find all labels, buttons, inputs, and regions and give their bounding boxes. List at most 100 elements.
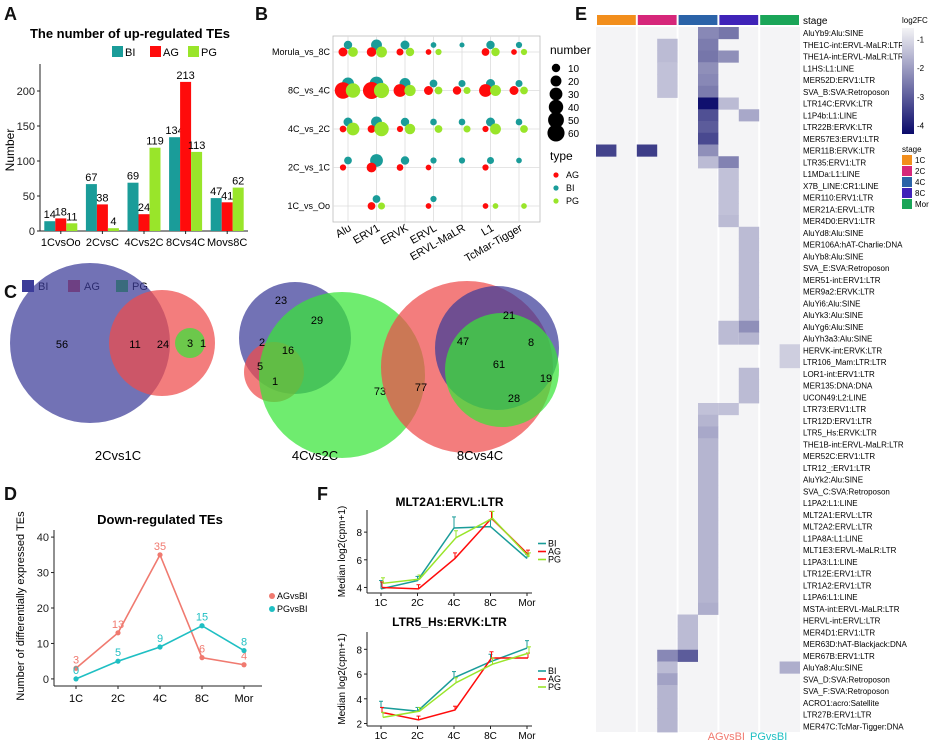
bar-pg	[191, 151, 203, 231]
venn2-circle-pg	[259, 292, 425, 458]
series-point	[73, 676, 79, 682]
venn-count-label: 5	[257, 361, 263, 373]
heatmap-cell	[657, 685, 678, 698]
heatmap-cell	[718, 203, 739, 216]
dot-bi	[429, 79, 438, 88]
heatmap-row-label: LTR14C:ERVK:LTR	[803, 100, 873, 109]
heatmap-row-label: L1PA6:L1:LINE	[803, 593, 858, 602]
heatmap-row-label: L1PA8A:L1:LINE	[803, 534, 863, 543]
heatmap-row-label: LTR12D:ERV1:LTR	[803, 417, 872, 426]
dot-ag	[339, 164, 347, 171]
dot-pg	[346, 122, 360, 136]
bar-value-label: 62	[232, 176, 244, 188]
heatmap-cell	[657, 696, 678, 709]
y-tick-label: 50	[23, 191, 35, 203]
dot-pg	[435, 48, 442, 56]
series-line-agvsbi	[75, 552, 245, 669]
x-tick-label: 2C	[111, 693, 125, 705]
stage-legend-swatch	[902, 199, 912, 209]
heatmap-cell	[698, 544, 719, 557]
dot-pg	[434, 125, 443, 133]
y-axis-label: Number	[3, 129, 17, 172]
bottom-label-pgvsbi: PGvsBI	[750, 731, 787, 741]
heatmap-cell	[657, 720, 678, 733]
legend-dot-pgvsbi	[269, 606, 275, 612]
chart-title: The number of up-regulated TEs	[30, 26, 230, 41]
heatmap-row-label: MER4D0:ERV1:LTR	[803, 217, 875, 226]
y-axis-label: Median log2(cpm+1)	[337, 506, 348, 597]
stage-legend-swatch	[902, 177, 912, 187]
series-point	[115, 630, 121, 636]
panel-e-heatmap: stage AluYb9:Alu:SINE THE1C-int:ERVL-MaLR:…	[596, 15, 929, 741]
heatmap-row-label: SVA_E:SVA:Retroposon	[803, 264, 889, 273]
bar-value-label: 11	[66, 211, 77, 223]
legend-swatch-pg	[188, 46, 199, 57]
heatmap-row-label: SVA_F:SVA:Retroposon	[803, 687, 889, 696]
x-tick-label: Alu	[334, 222, 354, 240]
chart-title: Down-regulated TEs	[97, 512, 223, 527]
heatmap-cell	[718, 215, 739, 228]
heatmap-row-label: MER11B:ERVK:LTR	[803, 147, 875, 156]
heatmap-row-label: MER110:ERV1:LTR	[803, 194, 873, 203]
colorbar-tick-label: -4	[917, 121, 925, 130]
venn-count-label: 21	[503, 310, 515, 322]
venn1-circle-pg	[175, 328, 205, 358]
dot-ag	[366, 162, 377, 173]
dot-bi	[430, 195, 437, 203]
venn1-title: 2Cvs1C	[95, 448, 141, 463]
heatmap-cell	[698, 27, 719, 40]
heatmap-row-label: L1PA2:L1:LINE	[803, 499, 858, 508]
heatmap-cell	[698, 426, 719, 439]
y-tick-label: 4C_vs_2C	[288, 124, 331, 134]
dot-ag	[425, 164, 432, 171]
heatmap-cell	[698, 532, 719, 545]
legend-size-label: 30	[568, 90, 580, 101]
dot-ag	[339, 125, 347, 133]
venn-count-label: 1	[200, 338, 206, 350]
x-tick-label: 4C	[448, 598, 461, 609]
heatmap-row-label: LTR12_:ERV1:LTR	[803, 464, 871, 473]
venn2-title: 4Cvs2C	[292, 448, 338, 463]
bar-value-label: 14	[44, 209, 56, 221]
series-value-label: 8	[241, 637, 247, 649]
venn1-circle-ag	[109, 290, 215, 396]
dot-bi	[486, 40, 495, 50]
panel-letter-c: C	[4, 282, 17, 302]
heatmap-cell	[718, 50, 739, 63]
dot-ag	[482, 125, 489, 133]
heatmap-row-label: MER63D:hAT-Blackjack:DNA	[803, 640, 908, 649]
heatmap-cell	[698, 508, 719, 521]
x-tick-label: L1	[479, 222, 496, 239]
x-tick-label: 2C	[411, 598, 424, 609]
bar-pg	[232, 187, 244, 231]
stage-legend-label: 1C	[915, 156, 925, 165]
heatmap-cell	[718, 191, 739, 204]
heatmap-cell	[718, 320, 739, 333]
heatmap-row-label: AluYi6:Alu:SINE	[803, 299, 861, 308]
heatmap-cell	[698, 50, 719, 63]
heatmap-cell	[698, 132, 719, 145]
venn-count-label: 16	[282, 345, 294, 357]
stage-legend-swatch	[902, 155, 912, 165]
heatmap-cell	[738, 285, 760, 298]
venn-count-label: 2	[259, 337, 265, 349]
series-value-label: 35	[154, 541, 166, 553]
bar-pg	[66, 223, 78, 231]
heatmap-row-label: MSTA-int:ERVL-MaLR:LTR	[803, 605, 900, 614]
legend-label: BI	[548, 666, 557, 676]
y-tick-label: 10	[37, 638, 49, 650]
heatmap-row-label: LTR27B:ERV1:LTR	[803, 711, 872, 720]
legend-size-dot	[547, 124, 565, 142]
heatmap-cell	[698, 38, 719, 51]
heatmap-row-label: SVA_C:SVA:Retroposon	[803, 487, 890, 496]
heatmap-cell	[738, 226, 760, 239]
heatmap-row-label: LTR73:ERV1:LTR	[803, 405, 866, 414]
heatmap-row-label: LTR1A2:ERV1:LTR	[803, 581, 872, 590]
legend-label: AG	[548, 674, 561, 684]
y-tick-label: 150	[17, 121, 35, 133]
venn3-circle-pg	[445, 313, 559, 427]
heatmap-cell	[698, 520, 719, 533]
stage-legend-swatch	[902, 188, 912, 198]
dot-bi	[458, 157, 466, 164]
